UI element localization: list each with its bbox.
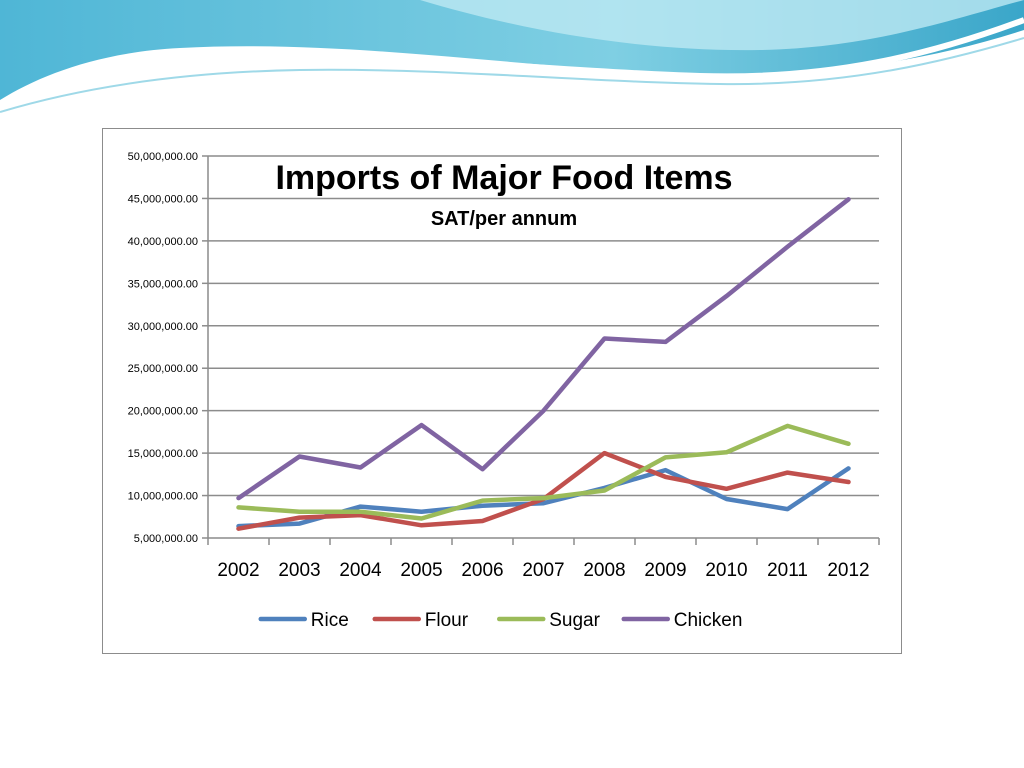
y-tick-label: 50,000,000.00 — [128, 151, 198, 163]
y-tick-label: 40,000,000.00 — [128, 236, 198, 248]
legend-label: Sugar — [549, 610, 600, 631]
x-tick-label: 2003 — [278, 560, 320, 581]
y-tick-label: 15,000,000.00 — [128, 448, 198, 460]
legend-item-sugar: Sugar — [497, 610, 601, 631]
x-axis: 2002 2003 2004 2005 2006 2007 2008 2009 2010 2011… — [207, 156, 880, 581]
y-tick-label: 20,000,000.00 — [128, 406, 198, 418]
x-tick-label: 2010 — [705, 560, 747, 581]
legend-label: Chicken — [674, 610, 743, 631]
series-line-flour — [236, 450, 851, 531]
x-tick-label: 2005 — [400, 560, 442, 581]
gridlines — [208, 155, 879, 539]
legend-label: Flour — [425, 610, 469, 631]
x-tick-label: 2007 — [522, 560, 564, 581]
x-tick-label: 2011 — [767, 560, 808, 581]
chart-title: Imports of Major Food Items — [275, 159, 732, 197]
y-tick-label: 35,000,000.00 — [128, 278, 198, 290]
y-tick-label: 30,000,000.00 — [128, 321, 198, 333]
chart-subtitle: SAT/per annum — [431, 208, 577, 230]
x-tick-label: 2009 — [644, 560, 686, 581]
x-tick-label: 2006 — [461, 560, 503, 581]
y-tick-label: 25,000,000.00 — [128, 363, 198, 375]
x-tick-label: 2008 — [583, 560, 625, 581]
x-tick-label: 2012 — [827, 560, 869, 581]
x-tick-label: 2002 — [217, 560, 259, 581]
legend-item-flour: Flour — [372, 610, 469, 631]
header-wave-banner — [0, 0, 1024, 113]
chart-panel: 5,000,000.00 10,000,000.00 15,000,000.00 20… — [102, 128, 902, 654]
x-tick-label: 2004 — [339, 560, 382, 581]
legend: Rice Flour Sugar Chicken — [258, 610, 743, 631]
y-tick-label: 10,000,000.00 — [128, 491, 198, 503]
series-line-sugar — [236, 423, 851, 521]
legend-item-chicken: Chicken — [621, 610, 743, 631]
legend-item-rice: Rice — [258, 610, 349, 631]
y-axis-ticks: 5,000,000.00 10,000,000.00 15,000,000.00 20… — [128, 151, 208, 545]
y-tick-label: 45,000,000.00 — [128, 193, 198, 205]
y-tick-label: 5,000,000.00 — [134, 533, 198, 545]
series-line-chicken — [236, 197, 851, 501]
line-chart: 5,000,000.00 10,000,000.00 15,000,000.00 20… — [128, 151, 880, 631]
legend-label: Rice — [311, 610, 349, 631]
series-lines — [236, 197, 851, 531]
